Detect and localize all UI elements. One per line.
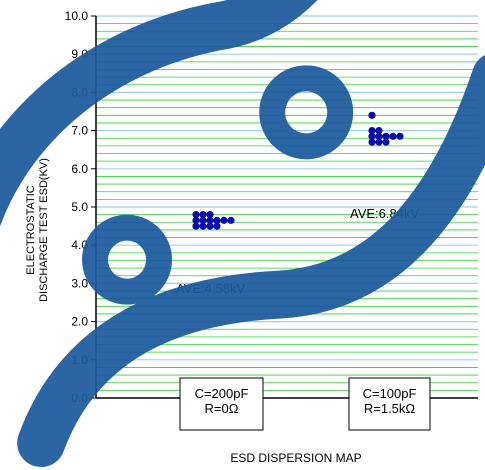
condition-box — [179, 377, 264, 431]
data-point — [206, 216, 214, 224]
data-point — [192, 216, 200, 224]
data-point — [206, 222, 214, 230]
condition-label: R=0Ω — [205, 401, 239, 416]
data-point — [382, 138, 390, 146]
data-point — [192, 222, 200, 230]
data-point — [375, 138, 383, 146]
data-point — [199, 216, 207, 224]
data-point — [375, 127, 383, 135]
y-tick-label: 5.0 — [71, 200, 88, 214]
data-point — [199, 211, 207, 219]
data-point — [213, 216, 221, 224]
x-axis-label: ESD DISPERSION MAP — [230, 451, 361, 465]
data-point — [368, 132, 376, 140]
data-point — [382, 132, 390, 140]
data-point — [227, 216, 235, 224]
data-point — [368, 127, 376, 135]
data-point — [213, 222, 221, 230]
data-point — [192, 211, 200, 219]
data-point — [375, 132, 383, 140]
data-point — [368, 138, 376, 146]
data-point — [206, 211, 214, 219]
data-point — [368, 111, 376, 119]
y-tick-label: 10.0 — [65, 9, 89, 23]
condition-label: C=100pF — [363, 386, 417, 401]
data-point — [220, 216, 228, 224]
data-points — [192, 111, 404, 230]
condition-box — [348, 377, 431, 431]
y-tick-label: 7.0 — [71, 124, 88, 138]
y-tick-label: 3.0 — [71, 276, 88, 290]
y-axis-label-line-2: DISCHARGE TEST ESD(KV) — [38, 158, 50, 302]
condition-label: C=200pF — [195, 386, 249, 401]
y-axis-label-line-1: ELECTROSTATIC — [25, 185, 37, 274]
y-tick-label: 6.0 — [71, 162, 88, 176]
data-point — [389, 132, 397, 140]
condition-label: R=1.5kΩ — [364, 401, 416, 416]
y-tick-label: 2.0 — [71, 315, 88, 329]
data-point — [199, 222, 207, 230]
data-point — [396, 132, 404, 140]
